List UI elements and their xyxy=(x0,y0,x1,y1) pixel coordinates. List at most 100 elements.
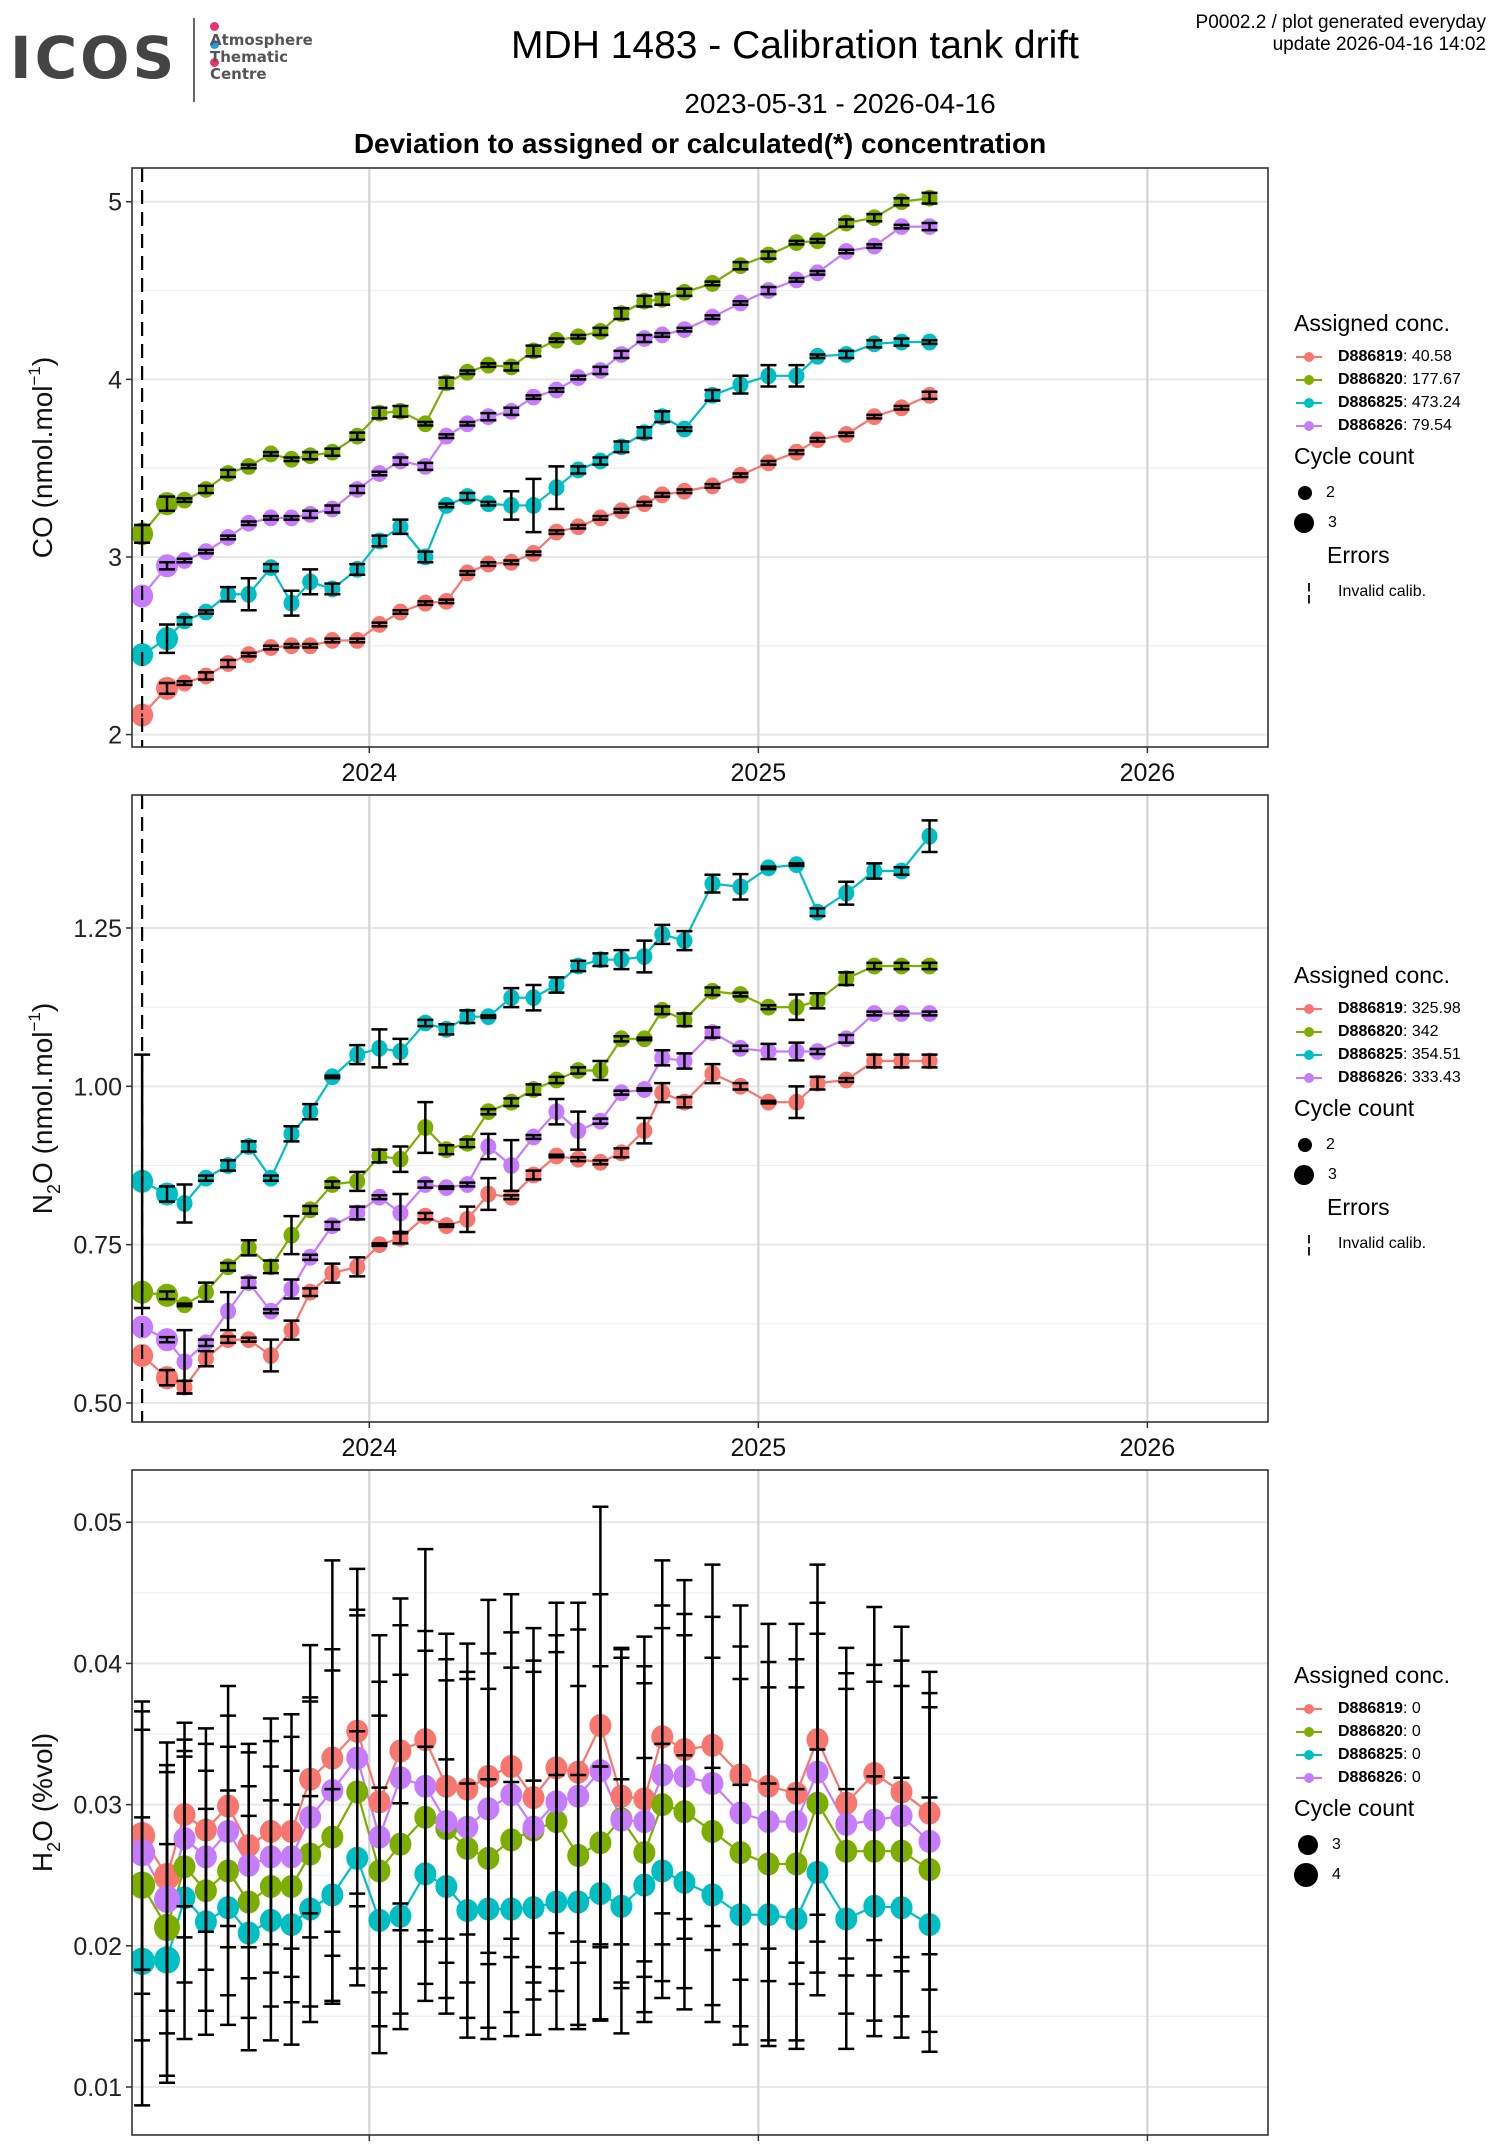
data-point-D886820 xyxy=(132,1871,156,1899)
error-bar xyxy=(760,1004,777,1011)
error-bar xyxy=(570,1066,587,1075)
error-bar xyxy=(262,562,279,573)
legend-title: Assigned conc. xyxy=(1294,1662,1450,1688)
plot-subtitle: Deviation to assigned or calculated(*) c… xyxy=(353,128,1047,159)
error-bar xyxy=(459,1205,476,1234)
invalid-calib-icon: ¦ xyxy=(1306,579,1312,604)
error-bar xyxy=(438,1679,455,1964)
error-bar xyxy=(459,1181,476,1188)
cycle-count-item: 3 xyxy=(1294,1830,1450,1860)
error-bar xyxy=(240,1751,257,1980)
legend-item: D886820: 342 xyxy=(1294,1020,1461,1043)
plot-background xyxy=(132,795,1268,1422)
error-bar xyxy=(809,907,826,918)
error-bar xyxy=(503,986,520,1009)
error-bar xyxy=(392,1037,409,1066)
error-bar xyxy=(220,658,237,669)
error-bar xyxy=(438,598,455,605)
error-bar xyxy=(417,1180,434,1189)
error-bar xyxy=(613,440,630,454)
error-bar xyxy=(324,582,341,596)
error-bar xyxy=(503,1097,520,1108)
error-bar xyxy=(283,589,300,617)
error-bar xyxy=(392,456,409,466)
error-bar xyxy=(159,1185,176,1203)
error-bar xyxy=(613,307,630,321)
error-bar xyxy=(636,1036,653,1042)
error-bar xyxy=(503,489,520,521)
legend-item: D886825: 473.24 xyxy=(1294,391,1461,414)
error-bar xyxy=(676,488,693,495)
plot-background xyxy=(132,168,1268,747)
error-bar xyxy=(392,1145,409,1174)
y-tick-label: 0.01 xyxy=(73,2074,122,2102)
error-bar xyxy=(809,991,826,1010)
error-bar xyxy=(302,1287,319,1298)
error-bar xyxy=(459,369,476,376)
legend-label: D886820: 0 xyxy=(1338,1722,1421,1740)
legend-label: D886826: 333.43 xyxy=(1338,1068,1461,1086)
error-bar xyxy=(704,388,721,402)
error-bar xyxy=(654,1005,671,1016)
invalid-calib-icon: ¦ xyxy=(1306,1231,1312,1256)
error-bar xyxy=(349,1043,366,1066)
error-bar xyxy=(866,413,883,420)
y-axis-label-subscript: 2 xyxy=(44,1842,64,1852)
error-bar xyxy=(636,1116,653,1145)
error-bar xyxy=(570,1156,587,1163)
error-bar xyxy=(349,1205,366,1221)
cycle-size-dot-icon xyxy=(1294,1863,1318,1887)
legend-key-icon xyxy=(1294,1725,1324,1739)
error-bar xyxy=(704,986,721,997)
error-bar xyxy=(220,1714,237,1949)
error-bar xyxy=(548,1633,565,1970)
error-bar xyxy=(613,1656,630,1984)
error-bar xyxy=(459,569,476,576)
legend-h2o: Assigned conc. D886819: 0 D886820: 0 D88… xyxy=(1294,1662,1450,1890)
error-bar xyxy=(283,1319,300,1341)
error-bar xyxy=(636,939,653,974)
error-bar xyxy=(704,1026,721,1039)
y-axis-label-part: O (%vol) xyxy=(27,1733,58,1842)
error-bar xyxy=(866,961,883,971)
generation-info-line2: update 2026-04-16 14:02 xyxy=(1272,34,1486,55)
error-bar xyxy=(283,1214,300,1256)
y-tick-label: 3 xyxy=(108,544,122,572)
legend-item: D886820: 0 xyxy=(1294,1720,1450,1743)
legend-key-icon xyxy=(1294,1071,1324,1085)
error-bar xyxy=(866,243,883,250)
error-bar xyxy=(760,1660,777,1983)
legend-key-icon xyxy=(1294,350,1324,364)
error-bar xyxy=(159,1290,176,1301)
error-bar xyxy=(302,1204,319,1215)
y-axis-label-part: H xyxy=(27,1852,58,1872)
error-bar xyxy=(392,608,409,616)
error-bar xyxy=(371,1148,388,1164)
y-axis-label-part: N xyxy=(27,1194,58,1214)
error-bar xyxy=(732,260,749,271)
legend-key-icon xyxy=(1294,396,1324,410)
legend-label: D886820: 342 xyxy=(1338,1022,1439,1040)
error-bar xyxy=(176,1302,193,1308)
errors-item: ¦ Invalid calib. xyxy=(1294,579,1461,605)
error-bar xyxy=(548,465,565,511)
error-bar xyxy=(349,431,366,441)
error-bar xyxy=(893,1010,910,1017)
error-bar xyxy=(262,1308,279,1315)
error-bar xyxy=(302,1696,319,1939)
legend-label: D886819: 0 xyxy=(1338,1699,1421,1717)
error-bar xyxy=(159,495,176,513)
error-bar xyxy=(480,1652,497,1966)
legend-label: D886826: 0 xyxy=(1338,1768,1421,1786)
error-bar xyxy=(438,1143,455,1156)
plot-area xyxy=(132,189,938,727)
error-bar xyxy=(592,456,609,466)
legend-item: D886826: 79.54 xyxy=(1294,414,1461,437)
error-bar xyxy=(480,500,497,507)
error-bar xyxy=(570,374,587,381)
error-bar xyxy=(349,562,366,576)
y-tick-label: 0.04 xyxy=(73,1650,122,1678)
error-bar xyxy=(240,1238,257,1257)
logo-dot xyxy=(210,40,219,49)
error-bar xyxy=(220,1159,237,1172)
